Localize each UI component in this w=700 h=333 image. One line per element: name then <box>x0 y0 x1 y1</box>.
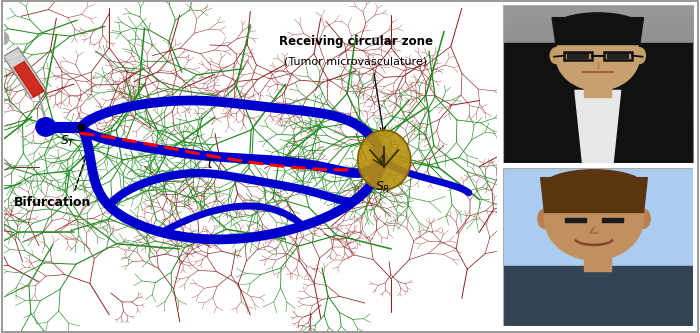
Circle shape <box>0 32 8 45</box>
Polygon shape <box>601 218 622 222</box>
Polygon shape <box>4 48 46 98</box>
FancyBboxPatch shape <box>445 43 700 214</box>
Text: $S_T$: $S_T$ <box>60 134 76 149</box>
Text: $\tau$: $\tau$ <box>204 156 216 171</box>
Bar <box>503 307 693 326</box>
Polygon shape <box>503 266 693 330</box>
Polygon shape <box>552 18 643 45</box>
Ellipse shape <box>634 48 645 64</box>
Ellipse shape <box>554 13 642 41</box>
Bar <box>605 52 632 60</box>
Bar <box>564 52 592 60</box>
Text: $\phi$: $\phi$ <box>379 152 386 166</box>
Polygon shape <box>540 178 648 212</box>
Ellipse shape <box>538 209 551 228</box>
Polygon shape <box>566 218 587 222</box>
Text: $S_R$: $S_R$ <box>375 180 391 195</box>
Text: (Tumor microvasculature): (Tumor microvasculature) <box>284 56 428 66</box>
Polygon shape <box>584 81 611 97</box>
Polygon shape <box>608 53 629 58</box>
Polygon shape <box>575 90 621 163</box>
Polygon shape <box>14 62 44 97</box>
Text: Bifurcation: Bifurcation <box>14 196 92 209</box>
Circle shape <box>36 118 56 136</box>
Ellipse shape <box>550 48 561 64</box>
Ellipse shape <box>358 130 411 189</box>
Ellipse shape <box>542 170 645 204</box>
Circle shape <box>556 21 640 90</box>
Polygon shape <box>567 53 588 58</box>
Ellipse shape <box>637 209 650 228</box>
Text: Receiving circular zone: Receiving circular zone <box>279 35 433 48</box>
Circle shape <box>545 178 643 260</box>
Polygon shape <box>584 254 611 271</box>
